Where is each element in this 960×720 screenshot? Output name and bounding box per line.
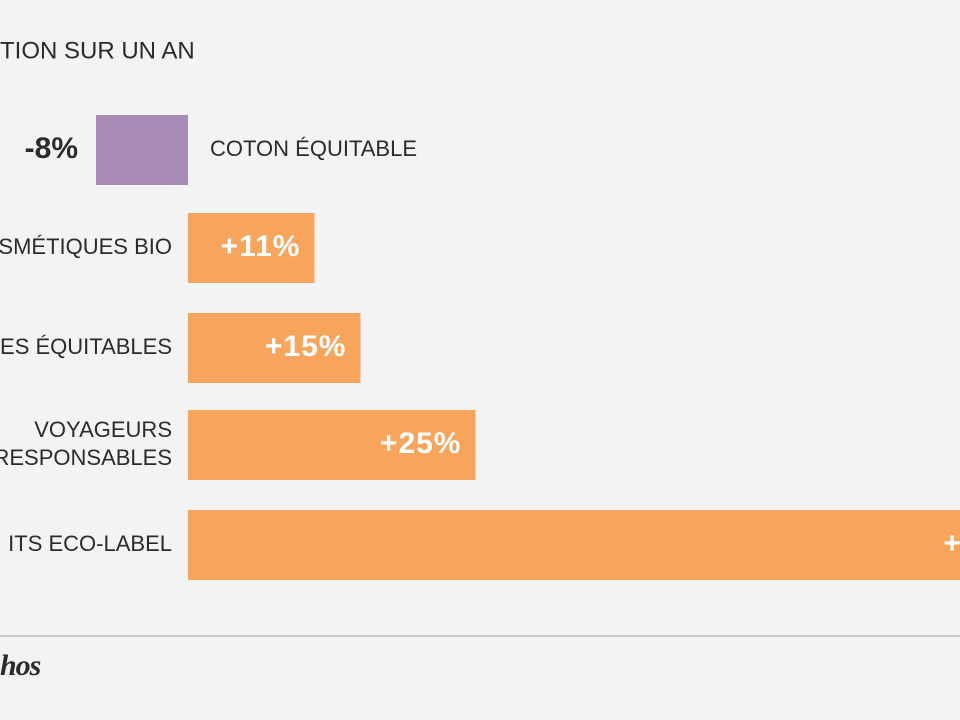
category-label: COTON ÉQUITABLE bbox=[210, 136, 417, 161]
category-label: ES ÉQUITABLES bbox=[0, 334, 172, 359]
value-label: +74% bbox=[943, 527, 960, 560]
category-label: VOYAGEURS RESPONSABLES bbox=[0, 417, 172, 470]
logo: hos bbox=[0, 649, 41, 682]
bar bbox=[188, 510, 960, 580]
bar bbox=[96, 115, 188, 185]
bar bbox=[188, 213, 315, 283]
chart-title: TION SUR UN AN bbox=[0, 37, 195, 64]
bar bbox=[188, 410, 476, 480]
category-label: ITS ECO-LABEL bbox=[8, 531, 172, 556]
value-label: +11% bbox=[221, 230, 301, 263]
bar bbox=[188, 313, 361, 383]
value-label: +15% bbox=[265, 330, 347, 363]
category-label: SMÉTIQUES BIO bbox=[0, 234, 172, 259]
value-label: -8% bbox=[25, 132, 78, 165]
value-label: +25% bbox=[380, 427, 462, 460]
